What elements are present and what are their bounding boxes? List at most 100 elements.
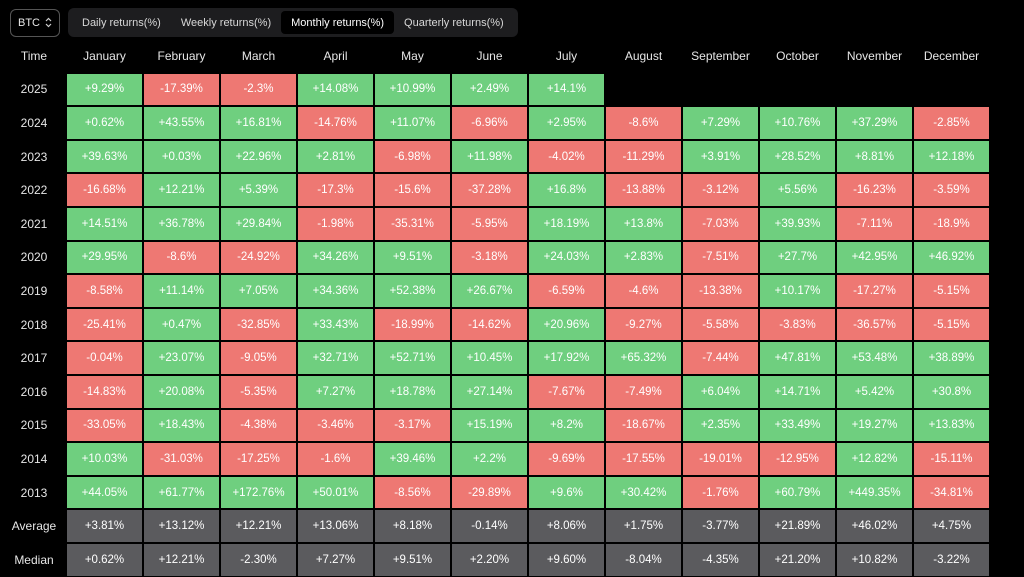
return-cell: -8.56% bbox=[375, 476, 450, 509]
return-cell: +0.03% bbox=[144, 140, 219, 173]
return-cell: +9.29% bbox=[67, 73, 142, 106]
return-cell: +65.32% bbox=[606, 342, 681, 374]
return-cell: +18.78% bbox=[375, 375, 450, 408]
table-row: 2022 -16.68% +12.21% +5.39% -17.3% -15.6% -37.… bbox=[3, 174, 989, 206]
row-label: 2017 bbox=[20, 351, 48, 366]
return-cell: +5.42% bbox=[837, 375, 912, 408]
stat-row-average: Average +3.81% +13.12% +12.21% +13.06% +8.18%… bbox=[3, 510, 989, 542]
empty-cell bbox=[914, 74, 989, 106]
return-cell: -7.11% bbox=[837, 207, 912, 240]
return-cell: +21.20% bbox=[760, 543, 835, 576]
tab-weekly-returns[interactable]: Weekly returns(%) bbox=[180, 16, 272, 29]
return-cell: -18.67% bbox=[606, 409, 681, 442]
table-row: 2025 +9.29% -17.39% -2.3% +14.08% +10.99% +2.4… bbox=[3, 73, 989, 106]
return-cell: -3.59% bbox=[914, 174, 989, 206]
return-cell: +10.99% bbox=[375, 73, 450, 106]
return-cell: +0.62% bbox=[67, 543, 142, 576]
row-label: 2025 bbox=[20, 82, 48, 97]
return-cell: +12.21% bbox=[221, 510, 296, 542]
return-cell: -4.35% bbox=[683, 543, 758, 576]
return-cell: -7.49% bbox=[606, 375, 681, 408]
monthly-returns-table: Time January February March April May Ju… bbox=[1, 38, 991, 577]
return-cell: -8.58% bbox=[67, 275, 142, 307]
return-cell: +33.49% bbox=[760, 409, 835, 442]
chevron-up-down-icon bbox=[45, 17, 52, 28]
return-cell: +7.29% bbox=[683, 107, 758, 139]
return-cell: -1.6% bbox=[298, 443, 373, 475]
return-cell: +7.05% bbox=[221, 275, 296, 307]
return-cell: +28.52% bbox=[760, 140, 835, 173]
return-cell: -34.81% bbox=[914, 476, 989, 509]
return-cell: -3.22% bbox=[914, 543, 989, 576]
return-cell: -2.3% bbox=[221, 73, 296, 106]
return-cell: -17.27% bbox=[837, 275, 912, 307]
return-cell: +9.6% bbox=[529, 476, 604, 509]
return-cell: -35.31% bbox=[375, 207, 450, 240]
return-cell: -17.3% bbox=[298, 174, 373, 206]
return-cell: +37.29% bbox=[837, 107, 912, 139]
return-cell: +1.75% bbox=[606, 510, 681, 542]
return-cell: +3.91% bbox=[683, 140, 758, 173]
return-cell: -15.6% bbox=[375, 174, 450, 206]
return-cell: +20.08% bbox=[144, 375, 219, 408]
return-cell: +19.27% bbox=[837, 409, 912, 442]
asset-select[interactable]: BTC bbox=[10, 8, 60, 37]
return-cell: -4.6% bbox=[606, 275, 681, 307]
return-cell: -19.01% bbox=[683, 443, 758, 475]
return-cell: -5.95% bbox=[452, 207, 527, 240]
return-cell: +14.08% bbox=[298, 73, 373, 106]
return-cell: -5.35% bbox=[221, 375, 296, 408]
table-header-row: Time January February March April May Ju… bbox=[3, 40, 989, 72]
column-header-month: May bbox=[401, 48, 424, 63]
return-cell: -25.41% bbox=[67, 308, 142, 341]
toolbar: BTC Daily returns(%) Weekly returns(%) M… bbox=[10, 8, 518, 37]
row-label: 2016 bbox=[20, 384, 48, 399]
column-header-month: January bbox=[83, 48, 126, 63]
return-cell: -24.92% bbox=[221, 241, 296, 274]
row-label: 2015 bbox=[20, 418, 48, 433]
return-cell: -13.88% bbox=[606, 174, 681, 206]
return-cell: -9.05% bbox=[221, 342, 296, 374]
empty-cell bbox=[760, 74, 835, 106]
row-label: 2014 bbox=[20, 451, 48, 466]
return-cell: +9.60% bbox=[529, 543, 604, 576]
return-cell: +15.19% bbox=[452, 409, 527, 442]
return-cell: +10.17% bbox=[760, 275, 835, 307]
return-cell: -4.02% bbox=[529, 140, 604, 173]
return-cell: +26.67% bbox=[452, 275, 527, 307]
return-cell: -17.39% bbox=[144, 73, 219, 106]
return-cell: -3.17% bbox=[375, 409, 450, 442]
return-cell: +30.8% bbox=[914, 375, 989, 408]
row-label: 2020 bbox=[20, 250, 48, 265]
return-cell: -6.59% bbox=[529, 275, 604, 307]
column-header-month: March bbox=[241, 48, 276, 63]
row-label: 2022 bbox=[20, 183, 48, 198]
row-label: Median bbox=[14, 552, 54, 567]
return-cell: +10.76% bbox=[760, 107, 835, 139]
row-label: 2021 bbox=[20, 216, 48, 231]
return-cell: +43.55% bbox=[144, 107, 219, 139]
return-cell: -16.68% bbox=[67, 174, 142, 206]
return-cell: +38.89% bbox=[914, 342, 989, 374]
return-cell: +29.84% bbox=[221, 207, 296, 240]
return-cell: +12.21% bbox=[144, 174, 219, 206]
tab-daily-returns[interactable]: Daily returns(%) bbox=[82, 16, 161, 29]
tab-monthly-returns[interactable]: Monthly returns(%) bbox=[281, 11, 395, 34]
return-cell: -1.98% bbox=[298, 207, 373, 240]
table-row: 2023 +39.63% +0.03% +22.96% +2.81% -6.98% +11.… bbox=[3, 140, 989, 173]
tab-quarterly-returns[interactable]: Quarterly returns(%) bbox=[404, 16, 504, 29]
table-row: 2024 +0.62% +43.55% +16.81% -14.76% +11.07% -6… bbox=[3, 107, 989, 139]
return-cell: +6.04% bbox=[683, 375, 758, 408]
return-cell: +2.49% bbox=[452, 73, 527, 106]
return-cell: +0.47% bbox=[144, 308, 219, 341]
return-cell: -14.83% bbox=[67, 375, 142, 408]
return-cell: +52.71% bbox=[375, 342, 450, 374]
return-cell: -2.30% bbox=[221, 543, 296, 576]
table-row: 2021 +14.51% +36.78% +29.84% -1.98% -35.31% -5… bbox=[3, 207, 989, 240]
return-cell: +24.03% bbox=[529, 241, 604, 274]
return-cell: +47.81% bbox=[760, 342, 835, 374]
returns-period-tabs: Daily returns(%) Weekly returns(%) Month… bbox=[68, 8, 518, 37]
return-cell: +8.06% bbox=[529, 510, 604, 542]
return-cell: +10.45% bbox=[452, 342, 527, 374]
return-cell: -14.76% bbox=[298, 107, 373, 139]
